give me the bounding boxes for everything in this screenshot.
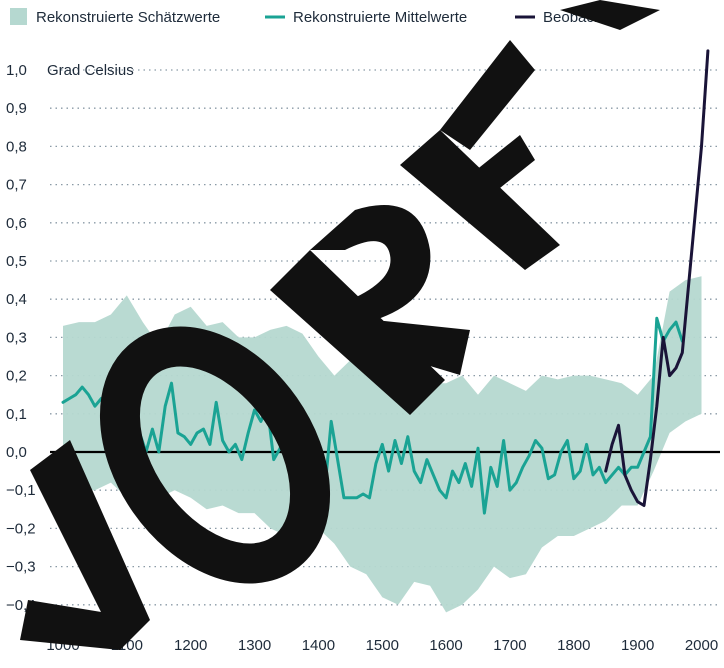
legend-item-1: Rekonstruierte Mittelwerte bbox=[265, 9, 467, 26]
legend-item-0: Rekonstruierte Schätzwerte bbox=[10, 8, 220, 26]
watermark-letter-a bbox=[400, 40, 560, 270]
y-axis-label: Grad Celsius bbox=[47, 62, 134, 79]
x-tick-label: 1400 bbox=[302, 637, 335, 654]
x-tick-labels: 1000 1100 1200 1300 1400 1500 1600 1700 1800 1900… bbox=[46, 637, 718, 654]
y-tick-label: 0,9 bbox=[6, 100, 27, 117]
legend-label: Rekonstruierte Mittelwerte bbox=[293, 9, 467, 26]
x-tick-label: 1500 bbox=[366, 637, 399, 654]
legend: Rekonstruierte Schätzwerte Rekonstruierte… bbox=[10, 8, 620, 26]
y-tick-label: −0,1 bbox=[6, 482, 36, 499]
y-tick-labels: 1,0 0,9 0,8 0,7 0,6 0,5 0,4 0,3 0,2 0,1 0,0 −0,1 −0,… bbox=[6, 62, 36, 614]
y-tick-label: 0,4 bbox=[6, 291, 27, 308]
legend-swatch-band bbox=[10, 8, 27, 25]
x-tick-label: 1700 bbox=[493, 637, 526, 654]
x-tick-label: 1900 bbox=[621, 637, 654, 654]
watermark-overlay bbox=[20, 0, 660, 650]
watermark-letter-r bbox=[270, 205, 470, 415]
watermark-letter-v bbox=[20, 440, 150, 650]
y-tick-label: −0,2 bbox=[6, 520, 36, 537]
watermark-letter-o bbox=[99, 326, 331, 584]
x-tick-label: 1300 bbox=[238, 637, 271, 654]
legend-label: Rekonstruierte Schätzwerte bbox=[36, 9, 220, 26]
y-tick-label: 0,2 bbox=[6, 368, 27, 385]
x-tick-label: 2000 bbox=[685, 637, 718, 654]
y-axis-label-group: Grad Celsius bbox=[47, 62, 134, 79]
y-tick-label: 1,0 bbox=[6, 62, 27, 79]
x-tick-label: 1600 bbox=[429, 637, 462, 654]
x-tick-label: 1800 bbox=[557, 637, 590, 654]
y-tick-label: 0,5 bbox=[6, 253, 27, 270]
x-tick-label: 1200 bbox=[174, 637, 207, 654]
y-tick-label: 0,8 bbox=[6, 138, 27, 155]
y-tick-label: −0,3 bbox=[6, 559, 36, 576]
series-lines bbox=[61, 49, 710, 515]
y-tick-label: 0,3 bbox=[6, 329, 27, 346]
y-tick-label: 0,0 bbox=[6, 444, 27, 461]
watermark-letter-slash bbox=[560, 0, 660, 30]
series-line-0 bbox=[61, 316, 684, 515]
y-tick-label: 0,7 bbox=[6, 177, 27, 194]
y-tick-label: 0,1 bbox=[6, 406, 27, 423]
series-line-1 bbox=[604, 49, 710, 507]
y-tick-label: 0,6 bbox=[6, 215, 27, 232]
